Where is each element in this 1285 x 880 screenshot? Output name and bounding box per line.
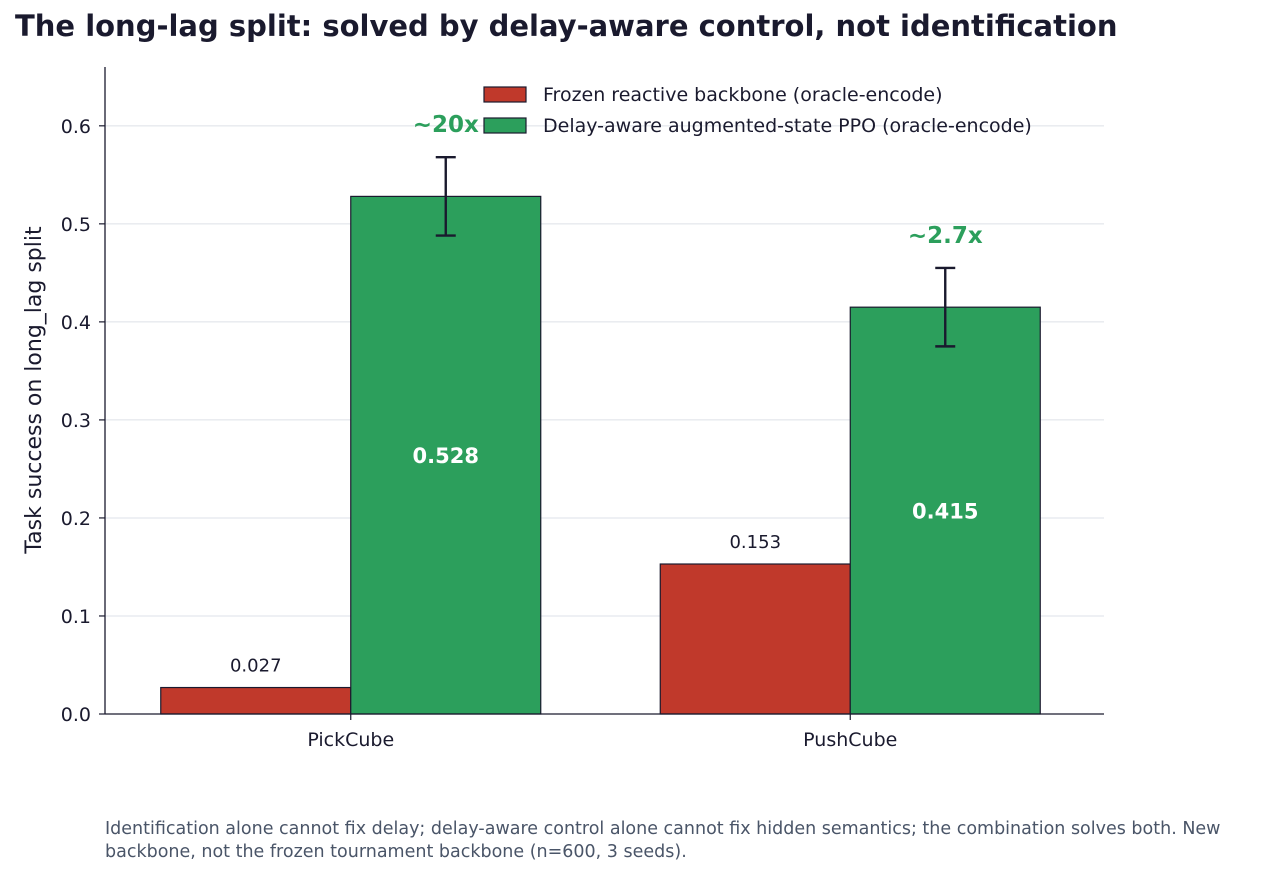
ratio-annotation: ~20x (413, 112, 479, 138)
y-tick-label: 0.1 (61, 606, 91, 628)
y-tick-label: 0.2 (61, 508, 91, 530)
y-tick-label: 0.0 (61, 704, 91, 726)
legend-swatch (483, 86, 527, 103)
bar-value-label: 0.153 (729, 532, 781, 553)
data-labels: 0.027 0.528 ~20x 0.153 0.415 ~2.7x (230, 112, 983, 676)
bar (659, 563, 851, 715)
ratio-annotation: ~2.7x (908, 223, 983, 249)
legend-swatch (483, 117, 527, 134)
y-tick-label: 0.6 (61, 116, 91, 138)
x-tick-label: PickCube (307, 729, 394, 751)
y-axis-label: Task success on long_lag split (22, 226, 47, 555)
bar-value-label: 0.528 (413, 444, 479, 468)
bar (160, 686, 352, 715)
bar (849, 306, 1041, 715)
legend-label: Delay-aware augmented-state PPO (oracle-… (543, 115, 1032, 137)
y-tick-label: 0.3 (61, 410, 91, 432)
x-tick-label: PushCube (803, 729, 897, 751)
chart-title: The long-lag split: solved by delay-awar… (15, 9, 1118, 43)
bars (160, 195, 1041, 715)
y-tick-label: 0.5 (61, 214, 91, 236)
legend: Frozen reactive backbone (oracle-encode)… (483, 84, 1032, 137)
bar (350, 195, 542, 715)
axes: 0.0 0.1 0.2 0.3 0.4 0.5 0.6 PickCube PushCube (61, 67, 1104, 751)
bar-chart: 0.0 0.1 0.2 0.3 0.4 0.5 0.6 PickCube PushCube 0.… (22, 67, 1104, 751)
bar-value-label: 0.027 (230, 656, 282, 677)
grid-lines (105, 125, 1104, 617)
footnote: Identification alone cannot fix delay; d… (105, 819, 1221, 862)
y-tick-label: 0.4 (61, 312, 91, 334)
bar-value-label: 0.415 (912, 500, 978, 524)
legend-label: Frozen reactive backbone (oracle-encode) (543, 84, 943, 106)
